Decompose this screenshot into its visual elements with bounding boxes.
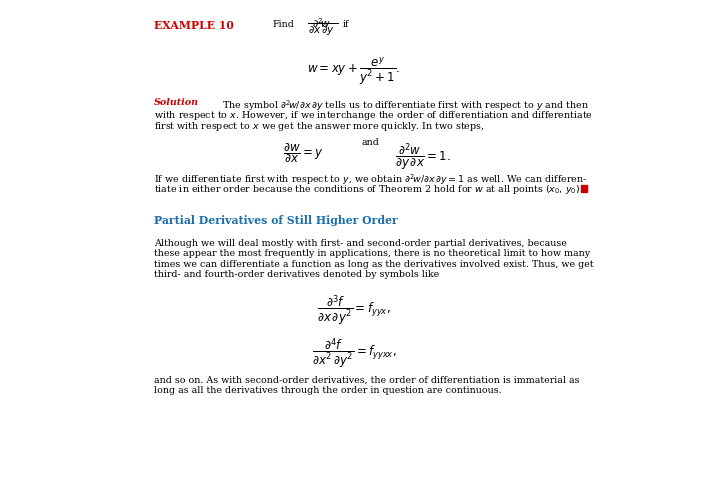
Text: with respect to $x$. However, if we interchange the order of differentiation and: with respect to $x$. However, if we inte… [154,109,593,122]
Text: first with respect to $x$ we get the answer more quickly. In two steps,: first with respect to $x$ we get the ans… [154,120,485,132]
Text: $\dfrac{\partial^2 w}{\partial y\,\partial x} = 1.$: $\dfrac{\partial^2 w}{\partial y\,\parti… [395,142,451,173]
Bar [581,185,587,192]
Text: $\dfrac{\partial^4 f}{\partial x^2\,\partial y^2} = f_{yyxx},$: $\dfrac{\partial^4 f}{\partial x^2\,\par… [312,337,396,372]
Text: third- and fourth-order derivatives denoted by symbols like: third- and fourth-order derivatives deno… [154,270,440,279]
Text: if: if [343,20,349,29]
Text: $\partial^2\! w$: $\partial^2\! w$ [312,16,331,30]
Text: and so on. As with second-order derivatives, the order of differentiation is imm: and so on. As with second-order derivati… [154,375,580,384]
Text: If we differentiate first with respect to $y$, we obtain $\partial^2\!w/\partial: If we differentiate first with respect t… [154,173,588,187]
Text: times we can differentiate a function as long as the derivatives involved exist.: times we can differentiate a function as… [154,260,594,269]
Text: Find: Find [273,20,295,29]
Text: long as all the derivatives through the order in question are continuous.: long as all the derivatives through the … [154,386,502,395]
Text: and: and [361,138,379,147]
Text: EXAMPLE 10: EXAMPLE 10 [154,20,234,31]
Text: The symbol $\partial^2\!w/\partial x\,\partial y$ tells us to differentiate firs: The symbol $\partial^2\!w/\partial x\,\p… [216,98,589,112]
Text: $w = xy + \dfrac{e^y}{y^2+1}.$: $w = xy + \dfrac{e^y}{y^2+1}.$ [307,55,401,86]
Text: $\dfrac{\partial^3 f}{\partial x\,\partial y^2} = f_{yyx},$: $\dfrac{\partial^3 f}{\partial x\,\parti… [317,294,391,328]
Text: Although we will deal mostly with first- and second-order partial derivatives, b: Although we will deal mostly with first-… [154,239,567,248]
Text: these appear the most frequently in applications, there is no theoretical limit : these appear the most frequently in appl… [154,249,590,258]
Text: $\partial x\,\partial y$: $\partial x\,\partial y$ [308,24,335,36]
Text: tiate in either order because the conditions of Theorem 2 hold for $w$ at all po: tiate in either order because the condit… [154,183,583,196]
Text: Partial Derivatives of Still Higher Order: Partial Derivatives of Still Higher Orde… [154,215,398,226]
Text: $\dfrac{\partial w}{\partial x} = y$: $\dfrac{\partial w}{\partial x} = y$ [283,142,324,165]
Text: Solution: Solution [154,98,200,107]
